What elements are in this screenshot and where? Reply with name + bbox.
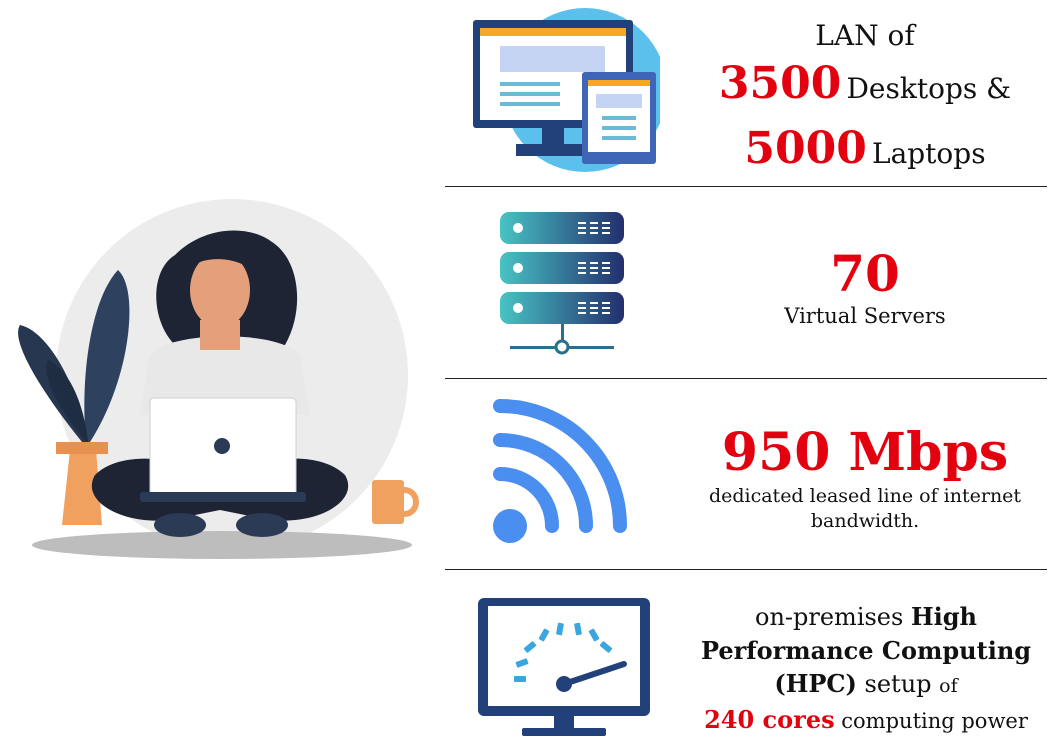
hpc-stat: on-premises High Performance Computing (… [698,600,1034,738]
hpc-cores-label: computing power [841,709,1028,733]
server-rack-icon [500,212,624,355]
virtual-servers-count: 70 [830,244,900,303]
hpc-line1-bold: High [910,602,977,631]
hpc-setup: setup [864,670,932,698]
hpc-acronym: (HPC) [774,669,857,698]
row-divider-1 [445,186,1047,187]
laptop-icon [140,397,306,502]
virtual-servers-label: Virtual Servers [784,304,946,328]
floor-shadow [32,531,412,559]
mug-icon [372,480,419,524]
plant-icon [18,270,130,525]
laptops-count: 5000 [744,123,867,174]
virtual-servers-stat: 70 Virtual Servers [730,244,1000,328]
lan-label: LAN of [815,19,915,52]
computer-devices-icon [473,8,660,172]
hpc-line2: Performance Computing [700,636,1032,665]
row-divider-2 [445,378,1047,379]
wifi-icon [493,399,627,543]
woman-with-laptop-illustration [18,199,419,559]
bandwidth-stat: 950 Mbps dedicated leased line of intern… [700,422,1030,534]
bandwidth-caption-line1: dedicated leased line of internet [708,485,1022,507]
laptops-label: Laptops [871,137,986,170]
speedometer-monitor-icon [478,598,650,736]
bandwidth-caption-line2: bandwidth. [810,510,920,532]
hpc-of: of [939,675,958,697]
row-divider-3 [445,569,1047,570]
hpc-line1-plain: on-premises [755,603,904,631]
lan-stat: LAN of 3500 Desktops & 5000 Laptops [700,16,1030,186]
desktops-count: 3500 [718,58,842,109]
bandwidth-value: 950 Mbps [721,422,1009,483]
desktops-label: Desktops & [846,72,1012,105]
hpc-cores-value: 240 cores [704,705,835,734]
